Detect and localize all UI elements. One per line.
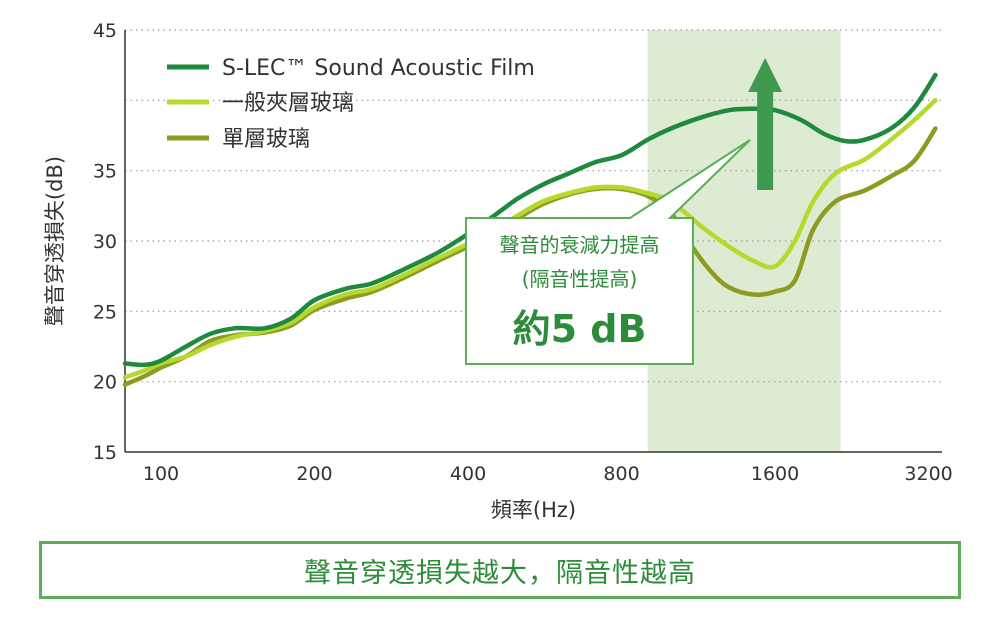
series-line-0 [122,72,938,368]
y-tick-label: 20 [93,372,117,394]
x-tick-label: 100 [143,463,179,485]
y-tick-label: 45 [93,20,117,42]
arrow-shaft [757,92,774,190]
x-tick-label: 800 [603,463,639,485]
legend-label: 單層玻璃 [222,127,310,152]
y-tick-label: 25 [93,301,117,323]
legend-label: S-LEC™ Sound Acoustic Film [222,56,535,81]
y-axis-title: 聲音穿透損失(dB) [43,156,67,326]
legend-label: 一般夾層玻璃 [222,91,354,116]
y-tick-label: 35 [93,161,117,183]
callout-line2: (隔音性提高) [522,267,638,291]
x-tick-label: 1600 [751,463,799,485]
footer-text: 聲音穿透損失越大，隔音性越高 [304,557,696,589]
callout-box [465,139,751,365]
callout-line1: 聲音的衰減力提高 [500,233,660,257]
series-line-1 [122,98,938,380]
x-axis-title: 頻率(Hz) [491,498,576,522]
y-tick-label: 15 [93,442,117,464]
y-tick-label: 30 [93,231,117,253]
callout-big-text: 約5 dB [513,307,647,351]
arrow-head [748,58,783,92]
x-tick-label: 3200 [904,463,952,485]
x-tick-label: 400 [450,463,486,485]
footer-note: 聲音穿透損失越大，隔音性越高 [39,541,961,599]
x-tick-label: 200 [296,463,332,485]
